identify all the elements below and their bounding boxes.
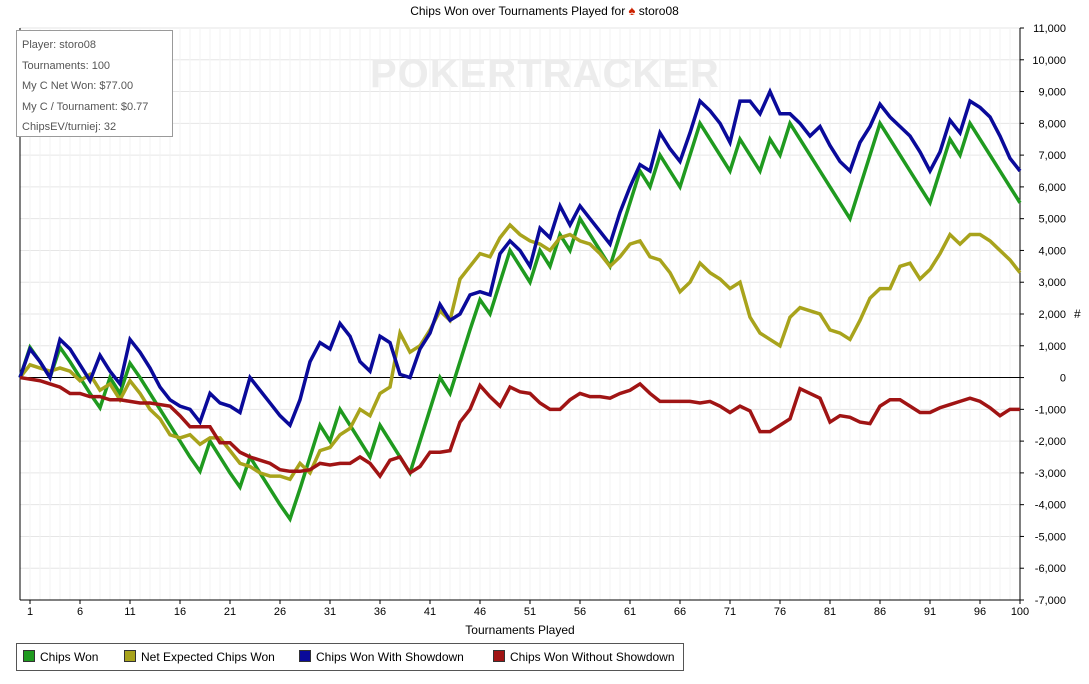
y-tick-label: 1,000 — [1038, 341, 1066, 353]
series-line-chips-won-with-showdown — [18, 87, 1022, 429]
info-tournaments: Tournaments: 100 — [22, 59, 111, 72]
y-tick-label: -7,000 — [1035, 595, 1066, 607]
x-tick-label: 76 — [774, 606, 786, 618]
x-tick-label: 51 — [524, 606, 536, 618]
series-line-chips-won — [18, 119, 1022, 523]
y-tick-label: -4,000 — [1035, 500, 1066, 512]
y-tick-label: 9,000 — [1038, 87, 1066, 99]
x-tick-label: 6 — [77, 606, 83, 618]
legend-label: Chips Won Without Showdown — [510, 650, 675, 664]
legend-swatch — [124, 650, 136, 662]
poker-spade-icon: ♠ — [628, 3, 636, 18]
x-tick-label: 100 — [1011, 606, 1029, 618]
stats-info-box: Player: storo08 Tournaments: 100 My C Ne… — [16, 30, 173, 137]
series-line-chips-won-without-showdown — [19, 375, 1020, 480]
x-tick-label: 1 — [27, 606, 33, 618]
chart-title-player: storo08 — [638, 4, 679, 18]
x-tick-label: 91 — [924, 606, 936, 618]
x-tick-label: 86 — [874, 606, 886, 618]
y-tick-label: -6,000 — [1035, 563, 1066, 575]
x-tick-label: 31 — [324, 606, 336, 618]
info-net-won: My C Net Won: $77.00 — [22, 80, 134, 92]
y-tick-label: -3,000 — [1035, 468, 1066, 480]
x-tick-label: 21 — [224, 606, 236, 618]
x-tick-label: 71 — [724, 606, 736, 618]
y-tick-label: 8,000 — [1038, 118, 1066, 130]
legend-label: Chips Won With Showdown — [316, 650, 464, 664]
x-tick-label: 81 — [824, 606, 836, 618]
tick-labels: 1 6 11 16 21 26 31 36 41 46 51 56 61 66 71 76 81 86 91 96 10… — [27, 23, 1066, 637]
y-tick-label: -2,000 — [1035, 436, 1066, 448]
y-tick-label: 5,000 — [1038, 214, 1066, 226]
legend-item-without-showdown[interactable]: Chips Won Without Showdown — [493, 650, 675, 664]
y-tick-label: -1,000 — [1035, 404, 1066, 416]
y-tick-label: 0 — [1060, 373, 1066, 385]
legend-item-net-expected[interactable]: Net Expected Chips Won — [124, 650, 275, 664]
info-chipsev: ChipsEV/turniej: 32 — [22, 121, 117, 133]
x-tick-label: 61 — [624, 606, 636, 618]
legend-swatch — [23, 650, 35, 662]
y-tick-label: 11,000 — [1033, 23, 1066, 35]
series-line-net-expected-chips-won — [18, 222, 1022, 482]
grid — [19, 27, 1021, 601]
x-tick-label: 46 — [474, 606, 486, 618]
y-tick-label: 10,000 — [1032, 55, 1066, 67]
y-tick-label: 3,000 — [1038, 277, 1066, 289]
chart-title: Chips Won over Tournaments Played for ♠ … — [0, 3, 1089, 18]
x-tick-label: 11 — [124, 606, 135, 618]
x-tick-label: 26 — [274, 606, 286, 618]
y-axis-label: # — [1074, 307, 1081, 321]
x-axis-label: Tournaments Played — [465, 623, 574, 637]
legend-item-chips-won[interactable]: Chips Won — [23, 650, 98, 664]
legend-label: Net Expected Chips Won — [141, 650, 275, 664]
legend-item-with-showdown[interactable]: Chips Won With Showdown — [299, 650, 464, 664]
series-lines — [18, 87, 1022, 523]
chart-legend: Chips Won Net Expected Chips Won Chips W… — [16, 643, 684, 671]
x-tick-label: 96 — [974, 606, 986, 618]
x-tick-label: 36 — [374, 606, 386, 618]
y-tick-label: 2,000 — [1038, 309, 1066, 321]
x-tick-label: 41 — [424, 606, 436, 618]
info-per-tournament: My C / Tournament: $0.77 — [22, 100, 149, 113]
info-player: Player: storo08 — [22, 39, 96, 51]
x-tick-label: 66 — [674, 606, 686, 618]
legend-label: Chips Won — [40, 650, 99, 664]
watermark-logo: POKERTRACKER — [370, 52, 720, 96]
legend-swatch — [493, 650, 505, 662]
y-tick-label: 6,000 — [1038, 182, 1066, 194]
legend-swatch — [299, 650, 311, 662]
x-tick-label: 16 — [174, 606, 186, 618]
y-tick-label: -5,000 — [1035, 531, 1066, 543]
y-tick-label: 4,000 — [1038, 245, 1066, 257]
x-tick-label: 56 — [574, 606, 586, 618]
chart-title-prefix: Chips Won over Tournaments Played for — [410, 4, 626, 18]
y-tick-label: 7,000 — [1038, 150, 1066, 162]
